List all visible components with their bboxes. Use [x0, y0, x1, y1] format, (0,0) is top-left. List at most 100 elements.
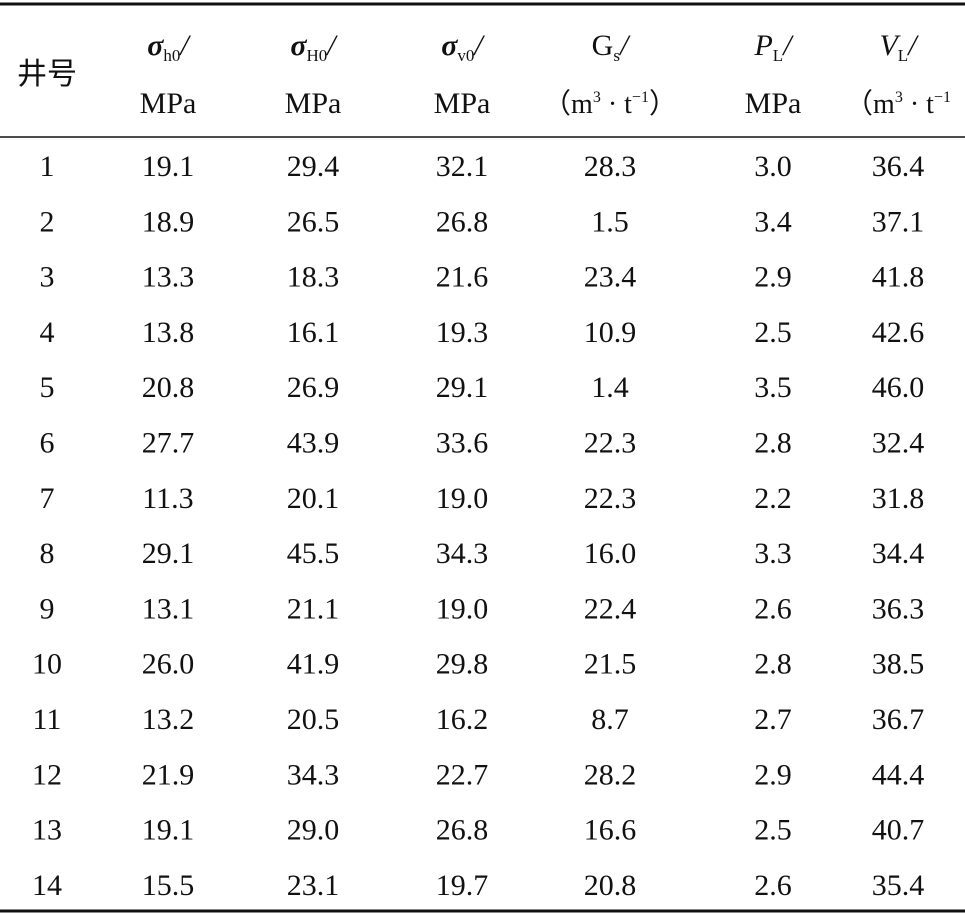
header-unit: （m3 · t−1）: [543, 88, 677, 120]
header-subscript: L: [773, 46, 783, 65]
cell: 15.5: [142, 869, 195, 902]
header-unit: MPa: [140, 87, 197, 120]
well-number: 5: [40, 371, 55, 404]
cell: 2.8: [754, 427, 792, 460]
cell: 26.0: [142, 648, 195, 681]
well-number: 1: [40, 150, 55, 183]
cell: 21.6: [436, 261, 489, 294]
header-unit: （m3 · t−1: [845, 88, 951, 120]
cell: 2.6: [754, 592, 792, 625]
cell: 13.2: [142, 703, 195, 736]
cell: 26.9: [287, 371, 340, 404]
well-number: 6: [40, 427, 55, 460]
unit-part: · t: [903, 89, 934, 120]
cell: 21.5: [584, 648, 637, 681]
header-slash: /: [325, 29, 338, 62]
well-number: 14: [32, 869, 62, 902]
cell: 19.0: [436, 482, 489, 515]
cell: 40.7: [872, 814, 925, 847]
header-unit: MPa: [434, 87, 491, 120]
cell: 43.9: [287, 427, 340, 460]
header-unit: MPa: [285, 87, 342, 120]
cell: 3.3: [754, 537, 792, 570]
cell: 13.3: [142, 261, 195, 294]
well-number: 10: [32, 648, 62, 681]
cell: 22.3: [584, 482, 637, 515]
unit-part: （m: [845, 88, 895, 120]
cell: 35.4: [872, 869, 925, 902]
cell: 42.6: [872, 316, 925, 349]
cell: 1.4: [591, 371, 629, 404]
header-slash: /: [618, 29, 631, 62]
header-subscript: L: [898, 46, 908, 65]
cell: 33.6: [436, 427, 489, 460]
unit-exponent: −1: [632, 89, 649, 106]
header-subscript: s: [613, 46, 620, 65]
cell: 16.0: [584, 537, 637, 570]
cell: 34.3: [287, 758, 340, 791]
cell: 19.1: [142, 814, 195, 847]
header-symbol: V: [879, 29, 901, 62]
cell: 2.2: [754, 482, 792, 515]
header-slash: /: [781, 29, 794, 62]
cell: 41.9: [287, 648, 340, 681]
header-symbol: G: [592, 29, 614, 62]
cell: 19.7: [436, 869, 489, 902]
unit-part: · t: [601, 89, 632, 120]
header-slash: /: [178, 29, 191, 62]
cell: 45.5: [287, 537, 340, 570]
cell: 3.0: [754, 150, 792, 183]
header-label: 井号: [17, 58, 77, 91]
cell: 29.1: [436, 371, 489, 404]
cell: 36.3: [872, 592, 925, 625]
cell: 31.8: [872, 482, 925, 515]
cell: 2.5: [754, 814, 792, 847]
well-number: 2: [40, 205, 55, 238]
header-unit: MPa: [745, 87, 802, 120]
cell: 19.0: [436, 592, 489, 625]
unit-part: （m: [543, 88, 593, 120]
cell: 29.8: [436, 648, 489, 681]
header-subscript: H0: [307, 46, 328, 65]
cell: 28.2: [584, 758, 637, 791]
cell: 13.8: [142, 316, 195, 349]
header-subscript: v0: [457, 46, 474, 65]
cell: 23.1: [287, 869, 340, 902]
cell: 34.3: [436, 537, 489, 570]
well-number: 12: [32, 758, 62, 791]
cell: 13.1: [142, 592, 195, 625]
well-number: 7: [40, 482, 55, 515]
cell: 44.4: [872, 758, 925, 791]
cell: 46.0: [872, 371, 925, 404]
cell: 2.9: [754, 261, 792, 294]
cell: 21.9: [142, 758, 195, 791]
cell: 23.4: [584, 261, 637, 294]
cell: 29.4: [287, 150, 340, 183]
cell: 22.4: [584, 592, 637, 625]
well-number: 8: [40, 537, 55, 570]
cell: 28.3: [584, 150, 637, 183]
cell: 37.1: [872, 205, 925, 238]
cell: 32.4: [872, 427, 925, 460]
cell: 38.5: [872, 648, 925, 681]
cell: 29.0: [287, 814, 340, 847]
cell: 8.7: [591, 703, 629, 736]
well-number: 11: [33, 703, 62, 736]
cell: 36.4: [872, 150, 925, 183]
cell: 36.7: [872, 703, 925, 736]
header-symbol-line: VL/: [879, 29, 919, 65]
cell: 29.1: [142, 537, 195, 570]
header-symbol-line: σh0/: [147, 29, 191, 65]
cell: 20.8: [584, 869, 637, 902]
unit-exponent: 3: [895, 89, 903, 106]
header-symbol-line: σv0/: [441, 29, 485, 65]
cell: 20.8: [142, 371, 195, 404]
cell: 18.3: [287, 261, 340, 294]
cell: 16.1: [287, 316, 340, 349]
cell: 19.1: [142, 150, 195, 183]
header-symbol: σ: [290, 29, 307, 62]
header-symbol: P: [753, 29, 772, 62]
cell: 20.5: [287, 703, 340, 736]
cell: 19.3: [436, 316, 489, 349]
cell: 20.1: [287, 482, 340, 515]
